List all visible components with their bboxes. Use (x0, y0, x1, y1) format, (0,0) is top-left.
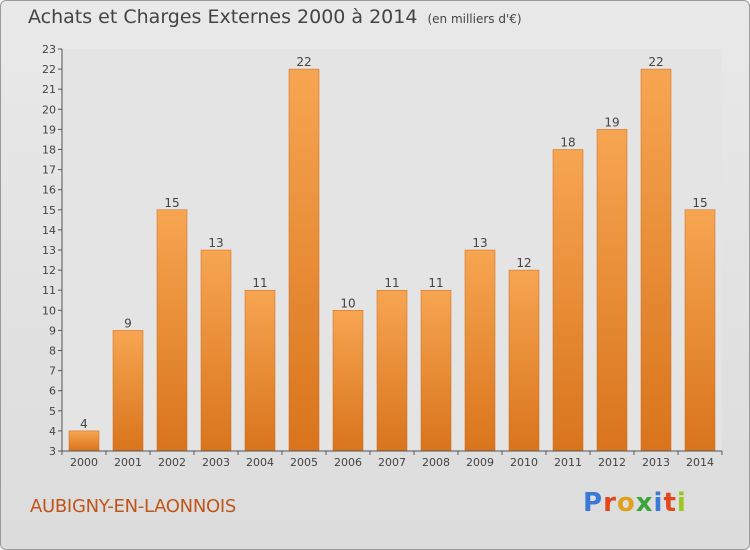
bar (376, 289, 408, 452)
x-tick-label: 2000 (70, 456, 98, 469)
bar-value-label: 4 (80, 417, 88, 431)
y-tick-label: 4 (49, 425, 56, 438)
x-tick-label: 2005 (290, 456, 318, 469)
x-tick-label: 2010 (510, 456, 538, 469)
x-tick-label: 2003 (202, 456, 230, 469)
bar (420, 289, 452, 452)
bar (552, 149, 584, 452)
bar-value-label: 22 (296, 55, 311, 69)
logo-letter: r (603, 488, 617, 518)
y-tick-label: 16 (42, 184, 56, 197)
bar-value-label: 15 (164, 196, 179, 210)
logo-letter: P (583, 488, 604, 518)
y-tick-label: 6 (49, 385, 56, 398)
bar (288, 68, 320, 452)
y-tick-label: 7 (49, 365, 56, 378)
bar (640, 68, 672, 452)
x-tick-label: 2014 (686, 456, 714, 469)
logo-letter: i (676, 488, 687, 518)
bar-value-label: 13 (472, 236, 487, 250)
bar-value-label: 18 (560, 136, 575, 150)
commune-name: AUBIGNY-EN-LAONNOIS (30, 496, 236, 517)
bar-value-label: 15 (692, 196, 707, 210)
chart-title-text: Achats et Charges Externes 2000 à 2014 (28, 6, 418, 28)
x-tick-label: 2012 (598, 456, 626, 469)
y-tick-label: 15 (42, 204, 56, 217)
bar-value-label: 12 (516, 256, 531, 270)
y-tick-label: 5 (49, 405, 56, 418)
y-tick-label: 10 (42, 304, 56, 317)
x-tick-label: 2013 (642, 456, 670, 469)
y-tick-label: 9 (49, 324, 56, 337)
bar (596, 129, 628, 452)
bar (464, 249, 496, 452)
bar-value-label: 11 (252, 276, 267, 290)
bar-value-label: 9 (124, 316, 132, 330)
x-axis: 2000 2001 2002 2003 2004 2005 2006 2007 2008 2009… (61, 450, 723, 469)
x-tick-label: 2006 (334, 456, 362, 469)
logo-letter: t (663, 488, 677, 518)
bar (156, 209, 188, 452)
y-tick-label: 3 (49, 445, 56, 458)
bar (200, 249, 232, 452)
bar (68, 430, 100, 452)
bar (244, 289, 276, 452)
logo-letter: i (653, 488, 664, 518)
proxiti-logo: Proxiti (583, 488, 687, 518)
y-tick-label: 21 (42, 83, 56, 96)
y-tick-label: 13 (42, 244, 56, 257)
y-tick-label: 14 (42, 224, 56, 237)
bars-group: 4 9 15 13 11 22 10 11 11 13 12 18 19 22 15 (68, 55, 716, 452)
y-tick-label: 11 (42, 284, 56, 297)
y-axis: 3 4 5 6 7 8 9 10 11 12 13 14 15 16 17 18 19 20 21 22 23 (42, 43, 63, 458)
x-tick-label: 2004 (246, 456, 274, 469)
logo-letter: o (616, 488, 636, 518)
x-tick-label: 2001 (114, 456, 142, 469)
bar (332, 310, 364, 452)
bar-value-label: 11 (428, 276, 443, 290)
x-tick-label: 2009 (466, 456, 494, 469)
y-tick-label: 17 (42, 164, 56, 177)
chart-title: Achats et Charges Externes 2000 à 2014 (e… (28, 6, 522, 28)
y-tick-label: 23 (42, 43, 56, 56)
y-tick-label: 19 (42, 123, 56, 136)
chart-unit: (en milliers d'€) (427, 12, 522, 26)
y-tick-label: 12 (42, 264, 56, 277)
y-tick-label: 20 (42, 103, 56, 116)
bar (508, 269, 540, 452)
y-tick-label: 8 (49, 345, 56, 358)
bar-value-label: 11 (384, 276, 399, 290)
bar (112, 330, 144, 452)
logo-letter: x (635, 488, 654, 518)
y-tick-label: 22 (42, 63, 56, 76)
x-tick-label: 2002 (158, 456, 186, 469)
bar-value-label: 13 (208, 236, 223, 250)
x-tick-label: 2011 (554, 456, 582, 469)
y-tick-label: 18 (42, 144, 56, 157)
bar-value-label: 19 (604, 115, 619, 129)
x-tick-label: 2007 (378, 456, 406, 469)
bar-value-label: 10 (340, 296, 355, 310)
bar (684, 209, 716, 452)
bar-value-label: 22 (648, 55, 663, 69)
x-tick-label: 2008 (422, 456, 450, 469)
